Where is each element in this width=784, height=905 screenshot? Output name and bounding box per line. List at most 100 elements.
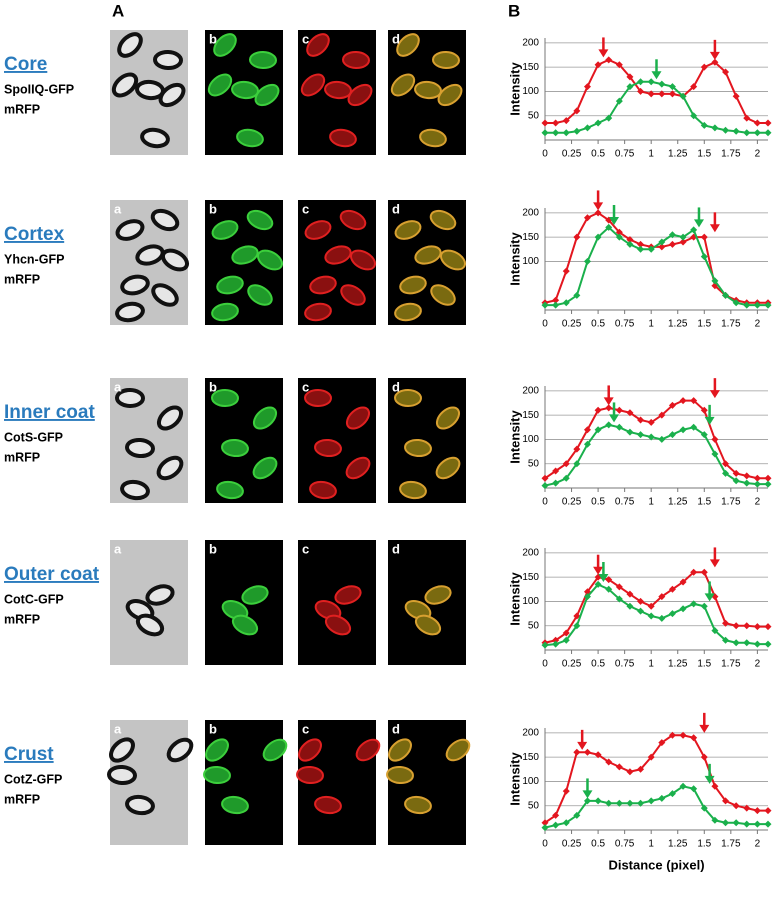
point: [690, 600, 698, 608]
spore: [304, 388, 332, 408]
point: [722, 636, 730, 644]
point: [753, 119, 761, 127]
subpanel-label: c: [302, 721, 309, 736]
point: [583, 214, 591, 222]
y-axis-label: Intensity: [507, 62, 522, 116]
subpanel-label: b: [209, 541, 217, 556]
x-tick-label: 1: [648, 839, 654, 850]
y-tick-label: 50: [528, 458, 540, 469]
x-tick-label: 0.25: [562, 497, 582, 508]
y-tick-label: 100: [522, 596, 539, 607]
point: [722, 797, 730, 805]
x-tick-label: 2: [755, 319, 761, 330]
x-tick-label: 0.5: [591, 497, 605, 508]
subpanel-label: d: [392, 721, 400, 736]
spore: [349, 249, 377, 271]
x-tick-label: 1.25: [668, 319, 688, 330]
x-tick-label: 0.25: [562, 319, 582, 330]
point: [647, 433, 655, 441]
spore: [345, 456, 371, 480]
spore: [111, 72, 139, 98]
line: [545, 226, 768, 307]
spore: [216, 275, 244, 295]
spore: [150, 208, 180, 232]
point: [690, 112, 698, 120]
point: [679, 731, 687, 739]
spore: [160, 248, 190, 272]
point: [658, 614, 666, 622]
spore: [252, 456, 278, 480]
point: [552, 811, 560, 819]
point: [658, 739, 666, 747]
x-tick-label: 0: [542, 839, 548, 850]
point: [583, 426, 591, 434]
point: [583, 257, 591, 265]
x-tick-label: 1: [648, 319, 654, 330]
point: [573, 460, 581, 468]
point: [562, 787, 570, 795]
row-name: Crust: [4, 744, 54, 765]
spore: [156, 455, 184, 481]
arrow: [593, 554, 604, 575]
line: [544, 734, 768, 824]
x-tick-label: 0.75: [615, 839, 635, 850]
spore: [153, 49, 183, 71]
point: [679, 238, 687, 246]
point: [647, 797, 655, 805]
spore: [324, 614, 352, 636]
line: [545, 58, 768, 124]
subpanel-label: b: [209, 31, 217, 46]
point: [658, 238, 666, 246]
point: [637, 87, 645, 95]
arrow: [651, 59, 662, 80]
spore: [205, 738, 229, 762]
row-protein: CotZ-GFP: [4, 772, 62, 786]
y-tick-label: 150: [522, 62, 539, 73]
point: [711, 450, 719, 458]
subpanel-label: b: [209, 721, 217, 736]
x-tick-label: 2: [755, 497, 761, 508]
spore: [399, 480, 427, 500]
spore: [386, 765, 414, 785]
row-name: Cortex: [4, 224, 65, 245]
x-tick-label: 0.75: [615, 319, 635, 330]
spore: [306, 33, 330, 57]
point: [647, 602, 655, 610]
spore: [151, 283, 179, 307]
arrow-head: [609, 217, 620, 225]
point: [615, 228, 623, 236]
line: [545, 80, 768, 134]
spore: [221, 438, 249, 458]
point: [552, 129, 560, 137]
point: [594, 406, 602, 414]
point: [594, 751, 602, 759]
arrow-head: [693, 219, 704, 228]
spore: [115, 387, 145, 409]
spore: [394, 388, 422, 408]
point: [562, 819, 570, 827]
spore: [345, 406, 371, 430]
point: [637, 240, 645, 248]
point: [668, 231, 676, 239]
spore: [324, 245, 352, 265]
panel-label: B: [508, 1, 520, 20]
arrow-head: [603, 397, 614, 406]
y-tick-label: 100: [522, 776, 539, 787]
spore: [211, 302, 239, 322]
x-tick-label: 1.5: [697, 497, 711, 508]
y-axis-label: Intensity: [507, 572, 522, 626]
x-tick-label: 1.75: [721, 839, 741, 850]
point: [753, 480, 761, 488]
x-axis-label: Distance (pixel): [608, 857, 704, 872]
spore: [396, 33, 420, 57]
point: [658, 90, 666, 98]
subpanel-label: d: [392, 31, 400, 46]
arrow: [693, 207, 704, 228]
row-fp: mRFP: [4, 102, 40, 116]
y-tick-label: 150: [522, 410, 539, 421]
spore: [231, 614, 259, 636]
spore: [314, 599, 342, 621]
point: [605, 799, 613, 807]
point: [700, 568, 708, 576]
x-tick-label: 0.25: [562, 659, 582, 670]
